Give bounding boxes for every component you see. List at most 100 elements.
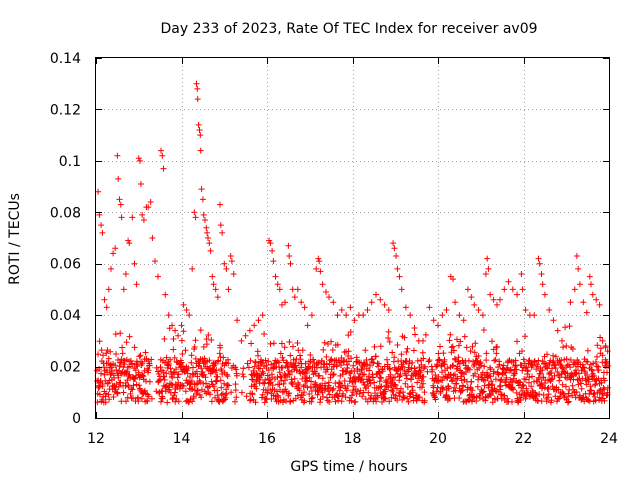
roti-noise-point: [316, 372, 323, 379]
roti-data-point: [573, 253, 580, 259]
roti-noise-point: [223, 371, 230, 378]
roti-noise-point: [449, 362, 456, 369]
roti-noise-point: [432, 372, 439, 378]
roti-data-point: [464, 286, 471, 293]
roti-noise-point: [170, 395, 176, 401]
roti-noise-point: [601, 397, 608, 404]
roti-noise-point: [483, 350, 490, 357]
roti-noise-point: [392, 392, 399, 399]
roti-noise-point: [452, 371, 458, 378]
roti-noise-point: [179, 351, 186, 357]
roti-noise-point: [357, 387, 364, 394]
roti-noise-point: [178, 337, 185, 344]
roti-noise-point: [392, 374, 398, 381]
roti-noise-point: [448, 344, 455, 351]
roti-noise-point: [387, 366, 393, 373]
roti-data-point: [194, 96, 201, 103]
roti-noise-point: [245, 364, 252, 371]
roti-data-point: [267, 240, 274, 247]
roti-noise-point: [163, 383, 169, 390]
roti-data-point: [439, 312, 446, 319]
roti-noise-point: [451, 384, 458, 391]
roti-noise-point: [126, 371, 133, 378]
roti-noise-point: [584, 347, 591, 354]
roti-data-point: [360, 312, 367, 319]
roti-noise-point: [161, 376, 168, 383]
roti-noise-point: [188, 359, 195, 366]
roti-noise-point: [531, 358, 538, 365]
roti-noise-point: [134, 363, 141, 370]
roti-noise-point: [496, 361, 503, 368]
roti-noise-point: [359, 393, 366, 400]
roti-noise-point: [375, 360, 382, 367]
roti-noise-point: [203, 336, 210, 342]
roti-noise-point: [172, 398, 179, 405]
roti-noise-point: [377, 384, 383, 390]
roti-noise-point: [214, 373, 221, 380]
roti-noise-point: [291, 375, 298, 382]
roti-data-point: [313, 265, 320, 272]
roti-noise-point: [401, 334, 408, 341]
roti-noise-point: [153, 364, 160, 371]
roti-data-point: [576, 281, 583, 288]
roti-data-point: [194, 85, 201, 92]
roti-data-point: [120, 286, 127, 293]
roti-data-point: [501, 286, 508, 293]
roti-data-point: [242, 332, 249, 339]
roti-data-point: [234, 317, 241, 324]
roti-noise-point: [544, 394, 551, 401]
roti-noise-point: [526, 357, 533, 364]
roti-noise-point: [292, 395, 299, 402]
roti-noise-point: [469, 398, 475, 405]
roti-data-point: [435, 322, 441, 329]
roti-noise-point: [101, 364, 108, 371]
roti-data-point: [204, 229, 211, 236]
roti-data-point: [269, 247, 276, 254]
roti-noise-point: [198, 365, 205, 372]
roti-data-point: [452, 299, 459, 306]
roti-noise-point: [190, 364, 196, 371]
roti-data-point: [183, 307, 190, 313]
roti-noise-point: [205, 332, 212, 338]
roti-noise-point: [578, 385, 585, 392]
roti-data-point: [484, 255, 491, 262]
roti-data-point: [490, 296, 497, 303]
roti-noise-point: [180, 383, 187, 389]
roti-data-point: [175, 332, 182, 339]
roti-data-point: [456, 312, 463, 319]
roti-noise-point: [220, 354, 227, 361]
roti-data-point: [347, 304, 354, 311]
roti-data-point: [599, 337, 606, 344]
roti-noise-point: [96, 338, 103, 345]
roti-noise-point: [345, 332, 352, 339]
roti-noise-point: [378, 375, 385, 382]
roti-noise-point: [296, 387, 303, 394]
roti-noise-point: [170, 369, 177, 376]
roti-noise-point: [589, 367, 595, 374]
roti-data-point: [289, 286, 296, 293]
roti-noise-point: [309, 394, 316, 401]
roti-data-point: [105, 286, 112, 293]
roti-data-point: [114, 152, 121, 159]
roti-noise-point: [136, 382, 143, 389]
roti-noise-point: [529, 362, 536, 369]
roti-noise-point: [215, 357, 222, 364]
roti-data-point: [126, 240, 133, 247]
roti-noise-point: [264, 372, 271, 379]
roti-noise-point: [454, 336, 460, 343]
roti-data-point: [149, 235, 156, 241]
y-axis-label: ROTI / TECUs: [7, 193, 23, 285]
roti-data-point: [487, 291, 494, 298]
roti-noise-point: [409, 387, 416, 394]
roti-noise-point: [326, 399, 333, 405]
roti-noise-point: [452, 387, 459, 394]
roti-noise-point: [165, 361, 172, 367]
roti-noise-point: [344, 383, 351, 389]
roti-noise-point: [296, 381, 303, 388]
roti-noise-point: [467, 348, 474, 355]
roti-noise-point: [323, 360, 330, 367]
roti-noise-point: [167, 356, 174, 363]
roti-noise-point: [170, 336, 177, 342]
roti-data-point: [99, 229, 106, 236]
roti-data-point: [219, 229, 226, 236]
